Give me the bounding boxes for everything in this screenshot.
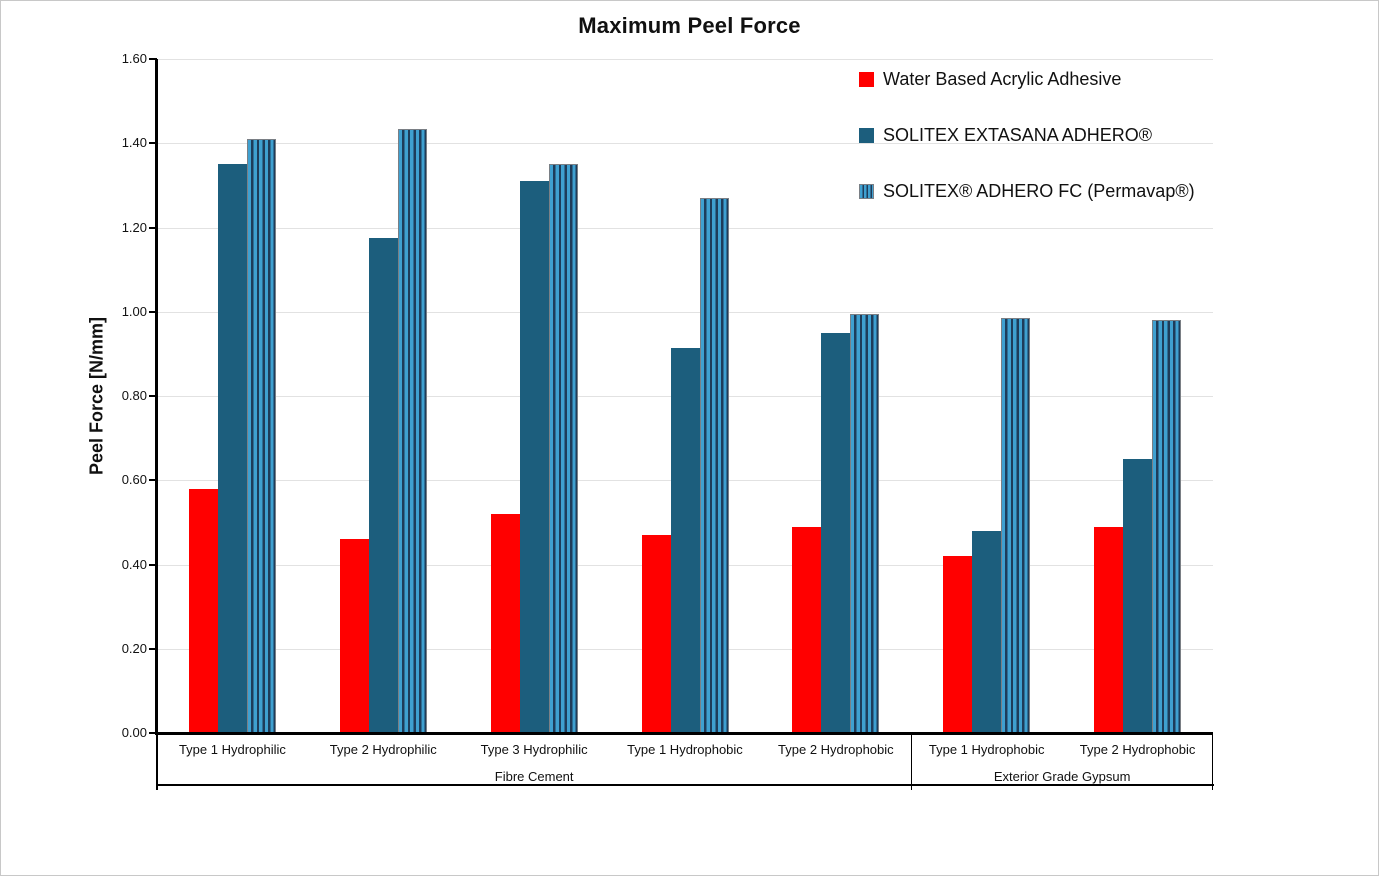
gridline	[157, 311, 1213, 313]
y-axis-tick	[149, 563, 157, 566]
category-label: Type 2 Hydrophobic	[1079, 742, 1196, 757]
bar-series-1-cat-2	[339, 539, 369, 733]
legend-item: SOLITEX EXTASANA ADHERO®	[859, 125, 1152, 146]
bar-series-3-cat-2	[397, 128, 427, 733]
bar-series-3-cat-1	[246, 139, 276, 733]
legend-chip-solid	[859, 128, 874, 143]
y-tick-label: 0.00	[121, 725, 147, 740]
bar-series-3-cat-7	[1152, 320, 1182, 733]
y-axis-tick	[149, 479, 157, 482]
y-axis-tick	[149, 647, 157, 650]
y-tick-label: 1.40	[121, 135, 147, 151]
y-axis-tick	[149, 226, 157, 229]
category-group-label: Exterior Grade Gypsum	[993, 769, 1131, 784]
bar-series-2-cat-5	[821, 332, 851, 733]
category-group-divider	[156, 733, 158, 790]
legend-chip-solid	[859, 72, 874, 87]
y-tick-label: 0.80	[121, 388, 147, 403]
legend-label: SOLITEX EXTASANA ADHERO®	[883, 125, 1153, 145]
bar-series-2-cat-2	[368, 238, 398, 733]
category-group-divider	[910, 733, 913, 790]
x-axis-line	[155, 732, 1213, 735]
gridline	[157, 227, 1213, 229]
bar-series-1-cat-3	[490, 513, 520, 733]
legend-chip-striped	[859, 184, 874, 199]
y-axis-line	[155, 59, 158, 735]
y-tick-label: 0.60	[121, 472, 147, 488]
bar-series-1-cat-5	[792, 526, 822, 733]
legend-item: SOLITEX® ADHERO FC (Permavap®)	[859, 181, 1195, 202]
bar-series-3-cat-5	[850, 313, 880, 733]
bar-series-1-cat-1	[188, 488, 218, 733]
y-tick-label: 0.20	[121, 640, 147, 656]
chart-title: Maximum Peel Force	[578, 13, 801, 38]
category-label: Type 1 Hydrophobic	[928, 742, 1045, 757]
bar-series-3-cat-6	[1001, 318, 1031, 733]
bar-series-3-cat-4	[699, 198, 729, 733]
category-box-right-edge	[1211, 733, 1213, 790]
bar-series-2-cat-3	[519, 181, 549, 733]
category-label: Type 2 Hydrophobic	[778, 742, 894, 757]
bar-series-2-cat-4	[670, 347, 700, 733]
legend-label: SOLITEX® ADHERO FC (Permavap®)	[883, 181, 1195, 201]
y-axis-tick	[149, 142, 157, 145]
bar-series-2-cat-1	[217, 164, 247, 733]
y-tick-label: 1.60	[121, 51, 147, 66]
y-tick-label: 0.40	[121, 556, 147, 572]
gridline	[157, 59, 1213, 60]
y-tick-label: 1.00	[121, 303, 147, 319]
y-axis-tick	[149, 395, 157, 397]
bar-series-1-cat-6	[943, 556, 973, 733]
category-label: Type 1 Hydrophilic	[178, 742, 286, 757]
legend-label: Water Based Acrylic Adhesive	[883, 69, 1122, 89]
y-axis-tick	[149, 732, 157, 734]
category-label: Type 2 Hydrophilic	[329, 742, 437, 757]
category-label: Type 1 Hydrophobic	[627, 742, 743, 757]
category-box-bottom-edge	[156, 784, 1214, 786]
gridline	[157, 143, 1213, 145]
category-label: Type 3 Hydrophilic	[480, 742, 588, 757]
bar-series-2-cat-7	[1123, 459, 1153, 733]
y-axis-tick	[149, 58, 157, 60]
y-tick-label: 1.20	[121, 219, 147, 235]
bar-series-1-cat-4	[641, 535, 671, 733]
bar-series-1-cat-7	[1094, 526, 1124, 733]
bar-series-2-cat-6	[972, 530, 1002, 733]
bar-series-3-cat-3	[548, 164, 578, 733]
y-axis-tick	[149, 310, 157, 313]
category-group-label: Fibre Cement	[494, 769, 574, 784]
legend-item: Water Based Acrylic Adhesive	[859, 69, 1121, 90]
